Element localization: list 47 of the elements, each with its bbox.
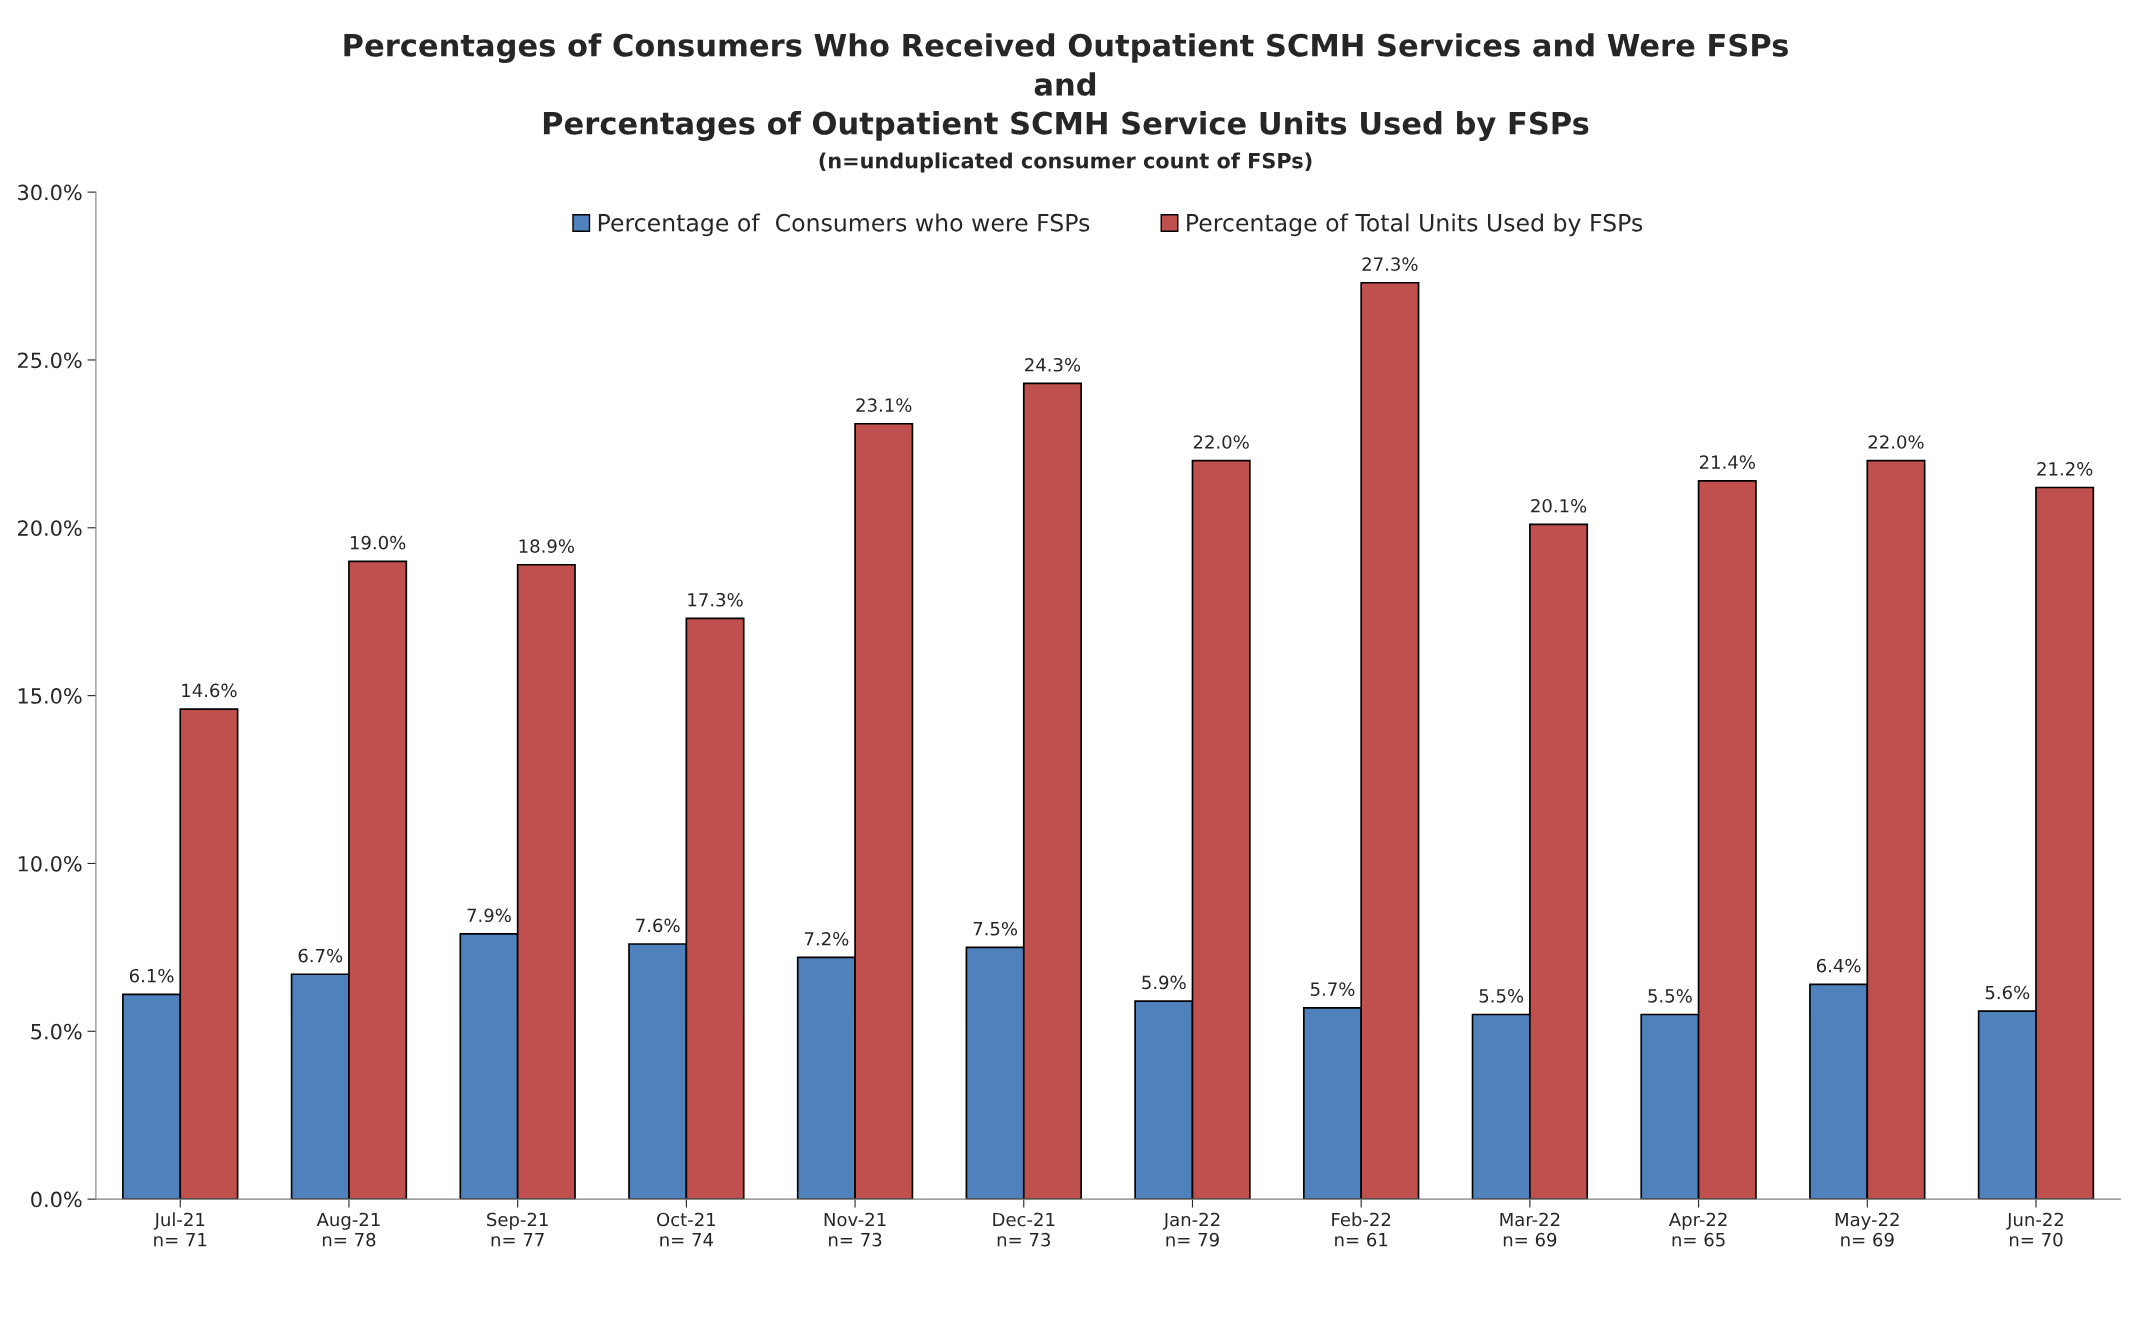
data-label: 7.6% (636, 918, 680, 933)
y-tick-label: 15.0% (18, 688, 82, 704)
chart-subtitle: (n=unduplicated consumer count of FSPs) (819, 152, 1312, 173)
y-tick-label: 10.0% (18, 855, 82, 872)
data-label: 5.9% (1142, 975, 1186, 990)
data-label: 5.7% (1310, 982, 1355, 996)
data-label: 22.0% (1193, 435, 1249, 449)
data-label: 17.3% (688, 592, 743, 607)
x-tick-label: Apr-22 n= 65 (1668, 1212, 1727, 1247)
data-label: 5.5% (1479, 989, 1524, 1003)
y-tick-label: 25.0% (18, 352, 82, 369)
x-tick-label: Oct-21 n= 74 (657, 1212, 716, 1247)
data-label: 5.6% (1985, 985, 2030, 1000)
data-label: 5.5% (1648, 989, 1692, 1003)
x-tick-label: Feb-22 n= 61 (1332, 1212, 1391, 1247)
x-tick-label: May-22 n= 69 (1835, 1212, 1899, 1247)
data-label: 6.7% (298, 948, 343, 963)
data-label: 14.6% (182, 683, 237, 698)
data-label: 21.2% (2037, 462, 2093, 476)
data-label: 7.2% (804, 931, 849, 946)
y-tick-label: 20.0% (18, 520, 82, 536)
data-label: 7.5% (973, 921, 1018, 936)
data-label: 6.1% (129, 968, 174, 983)
x-tick-label: Mar-22 n= 69 (1500, 1212, 1560, 1247)
data-label: 6.4% (1816, 958, 1861, 973)
y-tick-label: 0.0% (31, 1191, 82, 1208)
data-label: 22.0% (1868, 435, 1924, 449)
x-tick-label: Dec-21 n= 73 (993, 1212, 1055, 1247)
data-label: 24.3% (1025, 357, 1081, 372)
legend-label: Percentage of Total Units Used by FSPs (1187, 213, 1643, 237)
x-tick-label: Aug-21 n= 78 (316, 1212, 380, 1247)
data-label: 20.1% (1531, 498, 1587, 513)
x-tick-label: Jun-22 n= 70 (2006, 1212, 2064, 1247)
y-tick-label: 30.0% (18, 184, 82, 201)
data-label: 18.9% (519, 539, 575, 553)
data-label: 23.1% (856, 398, 912, 412)
x-tick-label: Jan-22 n= 79 (1162, 1212, 1220, 1247)
data-label: 27.3% (1362, 257, 1418, 271)
y-tick-label: 5.0% (31, 1023, 82, 1040)
x-tick-label: Sep-21 n= 77 (487, 1212, 548, 1247)
data-label: 19.0% (350, 535, 406, 550)
chart-title: Percentages of Consumers Who Received Outpatient SCMH Services and Were FSPs and Percentages of Outpatient SCMH Service Units Used by FSPs (344, 33, 1788, 141)
x-tick-label: Jul-21 n= 71 (153, 1212, 207, 1247)
legend-label: Percentage of Consumers who were FSPs (598, 213, 1090, 237)
data-label: 7.9% (467, 908, 511, 923)
data-label: 21.4% (1699, 455, 1755, 469)
x-tick-label: Nov-21 n= 73 (824, 1212, 886, 1247)
